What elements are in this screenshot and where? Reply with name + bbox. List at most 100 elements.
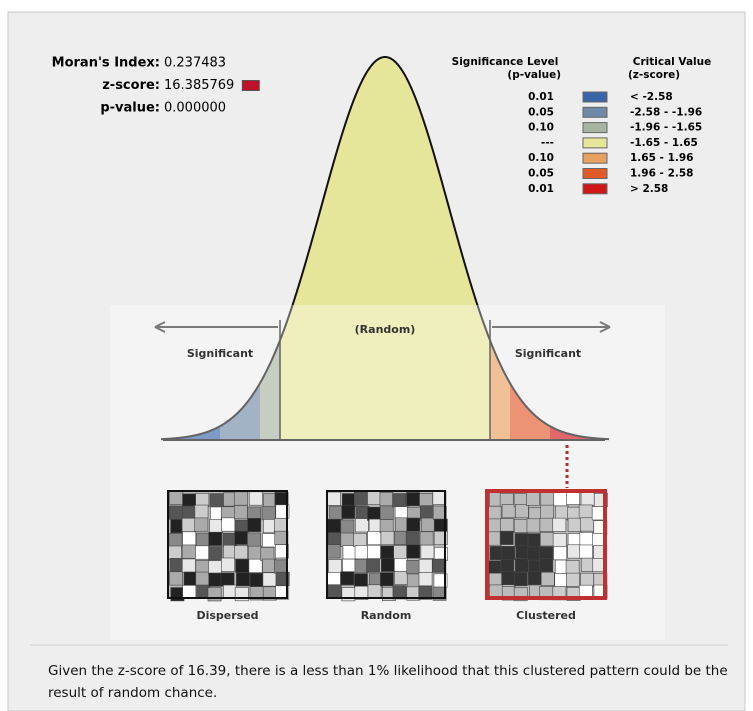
map-cell [262, 558, 277, 573]
legend-p: 0.05 [528, 106, 554, 118]
map-cell [183, 571, 198, 586]
map-cell [169, 558, 184, 573]
curve-label: Significant [515, 347, 581, 360]
map-cell [499, 530, 514, 545]
map-cell [247, 532, 261, 547]
curve-segment [260, 340, 280, 440]
map-cell [169, 491, 184, 506]
map-cell [221, 557, 235, 572]
map-cell [420, 544, 435, 559]
map-cell [340, 532, 355, 547]
legend-z: 1.65 - 1.96 [630, 152, 693, 164]
stat-value: 0.000000 [164, 101, 226, 116]
legend-p: 0.05 [528, 168, 554, 180]
arrow-right [492, 321, 611, 333]
legend-swatch [582, 152, 608, 164]
map-cell [393, 545, 408, 560]
map-cell [262, 533, 276, 548]
map-cell [501, 546, 516, 561]
legend-swatch [582, 91, 608, 103]
map-cell [273, 518, 288, 533]
map-cell [540, 491, 555, 506]
map-cell [489, 546, 504, 561]
map-cell [580, 557, 595, 572]
summary-text: Given the z-score of 16.39, there is a l… [48, 663, 728, 701]
map-cell [234, 505, 248, 520]
map-frame [485, 489, 607, 600]
map-cell [233, 491, 248, 506]
map-cell [488, 518, 502, 533]
legend-header: (z-score) [628, 69, 680, 81]
map-cell [274, 559, 288, 574]
map-cell [167, 545, 182, 560]
map-cell [394, 558, 408, 572]
map-cell [539, 546, 554, 561]
map-cell [419, 531, 434, 546]
map-cell [380, 572, 394, 587]
map-cell [168, 533, 183, 548]
map-cell [236, 572, 250, 587]
map-cell [247, 518, 262, 532]
map-cell [182, 585, 197, 600]
map-cell [578, 504, 593, 519]
map-cell [539, 558, 554, 573]
map-cell [182, 493, 197, 508]
map-cell [566, 490, 580, 505]
legend-z: 1.96 - 2.58 [630, 168, 693, 180]
map-cell [513, 572, 528, 587]
curve-label: Significant [187, 347, 253, 360]
map-cell [366, 558, 380, 573]
map-cell [552, 533, 567, 548]
map-cell [540, 571, 555, 586]
map-cell [394, 570, 409, 585]
legend-swatch [582, 168, 608, 179]
map-cell [565, 572, 580, 587]
map-cell [222, 532, 237, 547]
legend-swatch [582, 122, 608, 134]
legend-z: -1.96 - -1.65 [630, 122, 702, 134]
map-frame [326, 490, 446, 599]
curve-segment [161, 426, 220, 440]
legend-p: --- [541, 137, 554, 149]
legend-z: -1.65 - 1.65 [630, 137, 698, 149]
map-cell [169, 505, 183, 520]
map-cell [249, 572, 264, 587]
map-cell [579, 544, 593, 559]
map-cell [392, 585, 407, 600]
map-cell [274, 530, 289, 545]
map-cell [194, 517, 209, 532]
map-cell [354, 573, 368, 588]
map-cell [379, 492, 394, 507]
map-cell [418, 558, 433, 573]
map-cell [381, 557, 395, 572]
map-cell [513, 518, 528, 533]
curve-segment [550, 426, 609, 440]
map-cell [181, 517, 196, 532]
map-cell [329, 505, 344, 520]
map-cell [565, 560, 580, 574]
map-cell [579, 532, 594, 547]
map-cell [355, 505, 370, 520]
map-cell [554, 505, 569, 520]
map-cell [354, 545, 369, 560]
map-cell [421, 517, 435, 532]
map-cell [182, 505, 197, 520]
legend-p: 0.10 [528, 152, 554, 164]
map-cell [196, 532, 211, 547]
map-cell [327, 491, 341, 506]
map-cell [367, 506, 381, 521]
legend-p: 0.10 [528, 122, 554, 134]
pattern-label: Clustered [516, 609, 576, 622]
map-cell [353, 491, 368, 506]
map-cell [406, 560, 421, 575]
map-cell [327, 572, 341, 587]
legend-z: -2.58 - -1.96 [630, 106, 702, 118]
map-cell [379, 519, 394, 534]
map-cell [327, 584, 342, 599]
map-cell [181, 558, 196, 573]
map-cell [367, 584, 382, 599]
map-cell [501, 504, 516, 519]
map-cell [234, 530, 249, 545]
map-cell [406, 544, 421, 559]
